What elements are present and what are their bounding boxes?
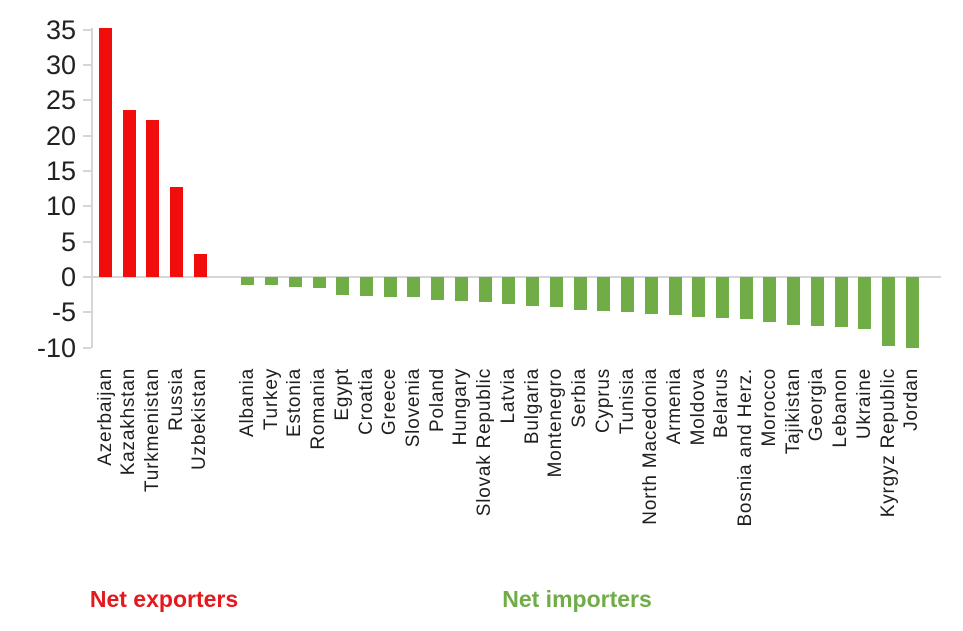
x-label-poland: Poland — [426, 368, 448, 432]
x-label-jordan: Jordan — [901, 368, 923, 431]
bar-jordan — [905, 277, 919, 349]
bar-bulgaria — [526, 277, 540, 306]
y-axis-tick — [83, 311, 91, 314]
bar-kazakhstan — [122, 109, 136, 277]
bar-poland — [431, 277, 445, 300]
x-label-tajikistan: Tajikistan — [782, 368, 804, 455]
x-label-kyrgyz-republic: Kyrgyz Republic — [877, 368, 899, 518]
bar-montenegro — [549, 277, 563, 308]
y-tick-label: 20 — [45, 120, 76, 151]
bar-cyprus — [597, 277, 611, 311]
x-label-croatia: Croatia — [355, 368, 377, 435]
bar-serbia — [573, 277, 587, 310]
x-label-bosnia-and-herz: Bosnia and Herz. — [735, 368, 757, 527]
y-tick-label: 10 — [45, 191, 76, 222]
x-label-cyprus: Cyprus — [592, 368, 614, 433]
bar-russia — [170, 186, 184, 277]
legend-net-exporters: Net exporters — [89, 586, 239, 612]
x-label-slovak-republic: Slovak Republic — [474, 368, 496, 517]
y-tick-label: 5 — [60, 226, 76, 257]
y-tick-label: 15 — [45, 156, 76, 186]
y-axis-tick — [83, 276, 91, 278]
x-label-montenegro: Montenegro — [545, 368, 567, 478]
bar-slovenia — [407, 277, 421, 298]
y-axis-tick — [83, 170, 91, 172]
y-tick-label: 0 — [60, 262, 76, 292]
x-label-romania: Romania — [308, 368, 330, 450]
x-label-turkmenistan: Turkmenistan — [141, 368, 163, 492]
y-tick-label: 30 — [45, 50, 76, 81]
y-tick-label: -10 — [36, 332, 76, 363]
y-tick-label: 25 — [45, 85, 76, 116]
bar-greece — [383, 277, 397, 297]
x-label-tunisia: Tunisia — [616, 368, 638, 435]
x-label-azerbaijan: Azerbaijan — [94, 368, 116, 466]
legend-net-importers: Net importers — [502, 586, 652, 612]
x-label-russia: Russia — [165, 368, 187, 431]
bar-egypt — [336, 277, 350, 296]
bar-bosnia-and-herz — [739, 277, 753, 320]
bar-armenia — [668, 277, 682, 316]
x-label-latvia: Latvia — [497, 368, 519, 424]
bar-kyrgyz-republic — [882, 277, 896, 347]
bar-hungary — [454, 277, 468, 302]
y-tick-label: -5 — [51, 297, 76, 328]
bar-uzbekistan — [193, 253, 207, 277]
x-label-egypt: Egypt — [331, 368, 353, 421]
x-label-estonia: Estonia — [284, 368, 306, 437]
y-axis-tick — [83, 134, 91, 137]
x-label-morocco: Morocco — [758, 368, 780, 447]
bar-morocco — [763, 277, 777, 323]
bar-croatia — [360, 277, 374, 297]
x-label-turkey: Turkey — [260, 368, 282, 431]
y-axis-tick — [83, 28, 91, 31]
bar-moldova — [692, 277, 706, 317]
bar-ukraine — [858, 277, 872, 330]
x-label-greece: Greece — [379, 368, 401, 436]
bar-tajikistan — [787, 277, 801, 326]
bar-slovak-republic — [478, 277, 492, 302]
x-label-serbia: Serbia — [569, 368, 591, 428]
bar-albania — [241, 277, 255, 286]
x-label-lebanon: Lebanon — [830, 368, 852, 448]
x-label-belarus: Belarus — [711, 368, 733, 439]
y-axis-tick — [83, 99, 91, 102]
bar-turkey — [265, 277, 279, 286]
bar-lebanon — [834, 277, 848, 328]
y-axis-tick — [83, 64, 91, 67]
bar-georgia — [810, 277, 824, 326]
bar-north-macedonia — [644, 277, 658, 315]
bar-latvia — [502, 277, 516, 304]
y-tick-label: 35 — [45, 14, 76, 45]
x-label-uzbekistan: Uzbekistan — [189, 368, 211, 470]
y-axis-tick — [83, 205, 91, 208]
x-axis-zero-line — [91, 276, 941, 278]
bar-turkmenistan — [146, 120, 160, 277]
y-axis-tick — [83, 240, 91, 243]
y-axis-tick — [83, 346, 91, 349]
x-label-ukraine: Ukraine — [853, 368, 875, 440]
x-label-armenia: Armenia — [664, 368, 686, 445]
x-label-albania: Albania — [236, 368, 258, 437]
x-label-slovenia: Slovenia — [402, 368, 424, 448]
y-axis-line — [91, 28, 93, 348]
x-label-georgia: Georgia — [806, 368, 828, 442]
bar-romania — [312, 277, 326, 289]
x-label-kazakhstan: Kazakhstan — [118, 368, 140, 476]
x-label-hungary: Hungary — [450, 368, 472, 446]
bar-azerbaijan — [99, 28, 112, 277]
bar-tunisia — [621, 277, 635, 313]
bar-belarus — [715, 277, 729, 318]
x-label-north-macedonia: North Macedonia — [640, 368, 662, 525]
x-label-bulgaria: Bulgaria — [521, 368, 543, 445]
x-label-moldova: Moldova — [687, 368, 709, 446]
bar-estonia — [288, 277, 302, 287]
